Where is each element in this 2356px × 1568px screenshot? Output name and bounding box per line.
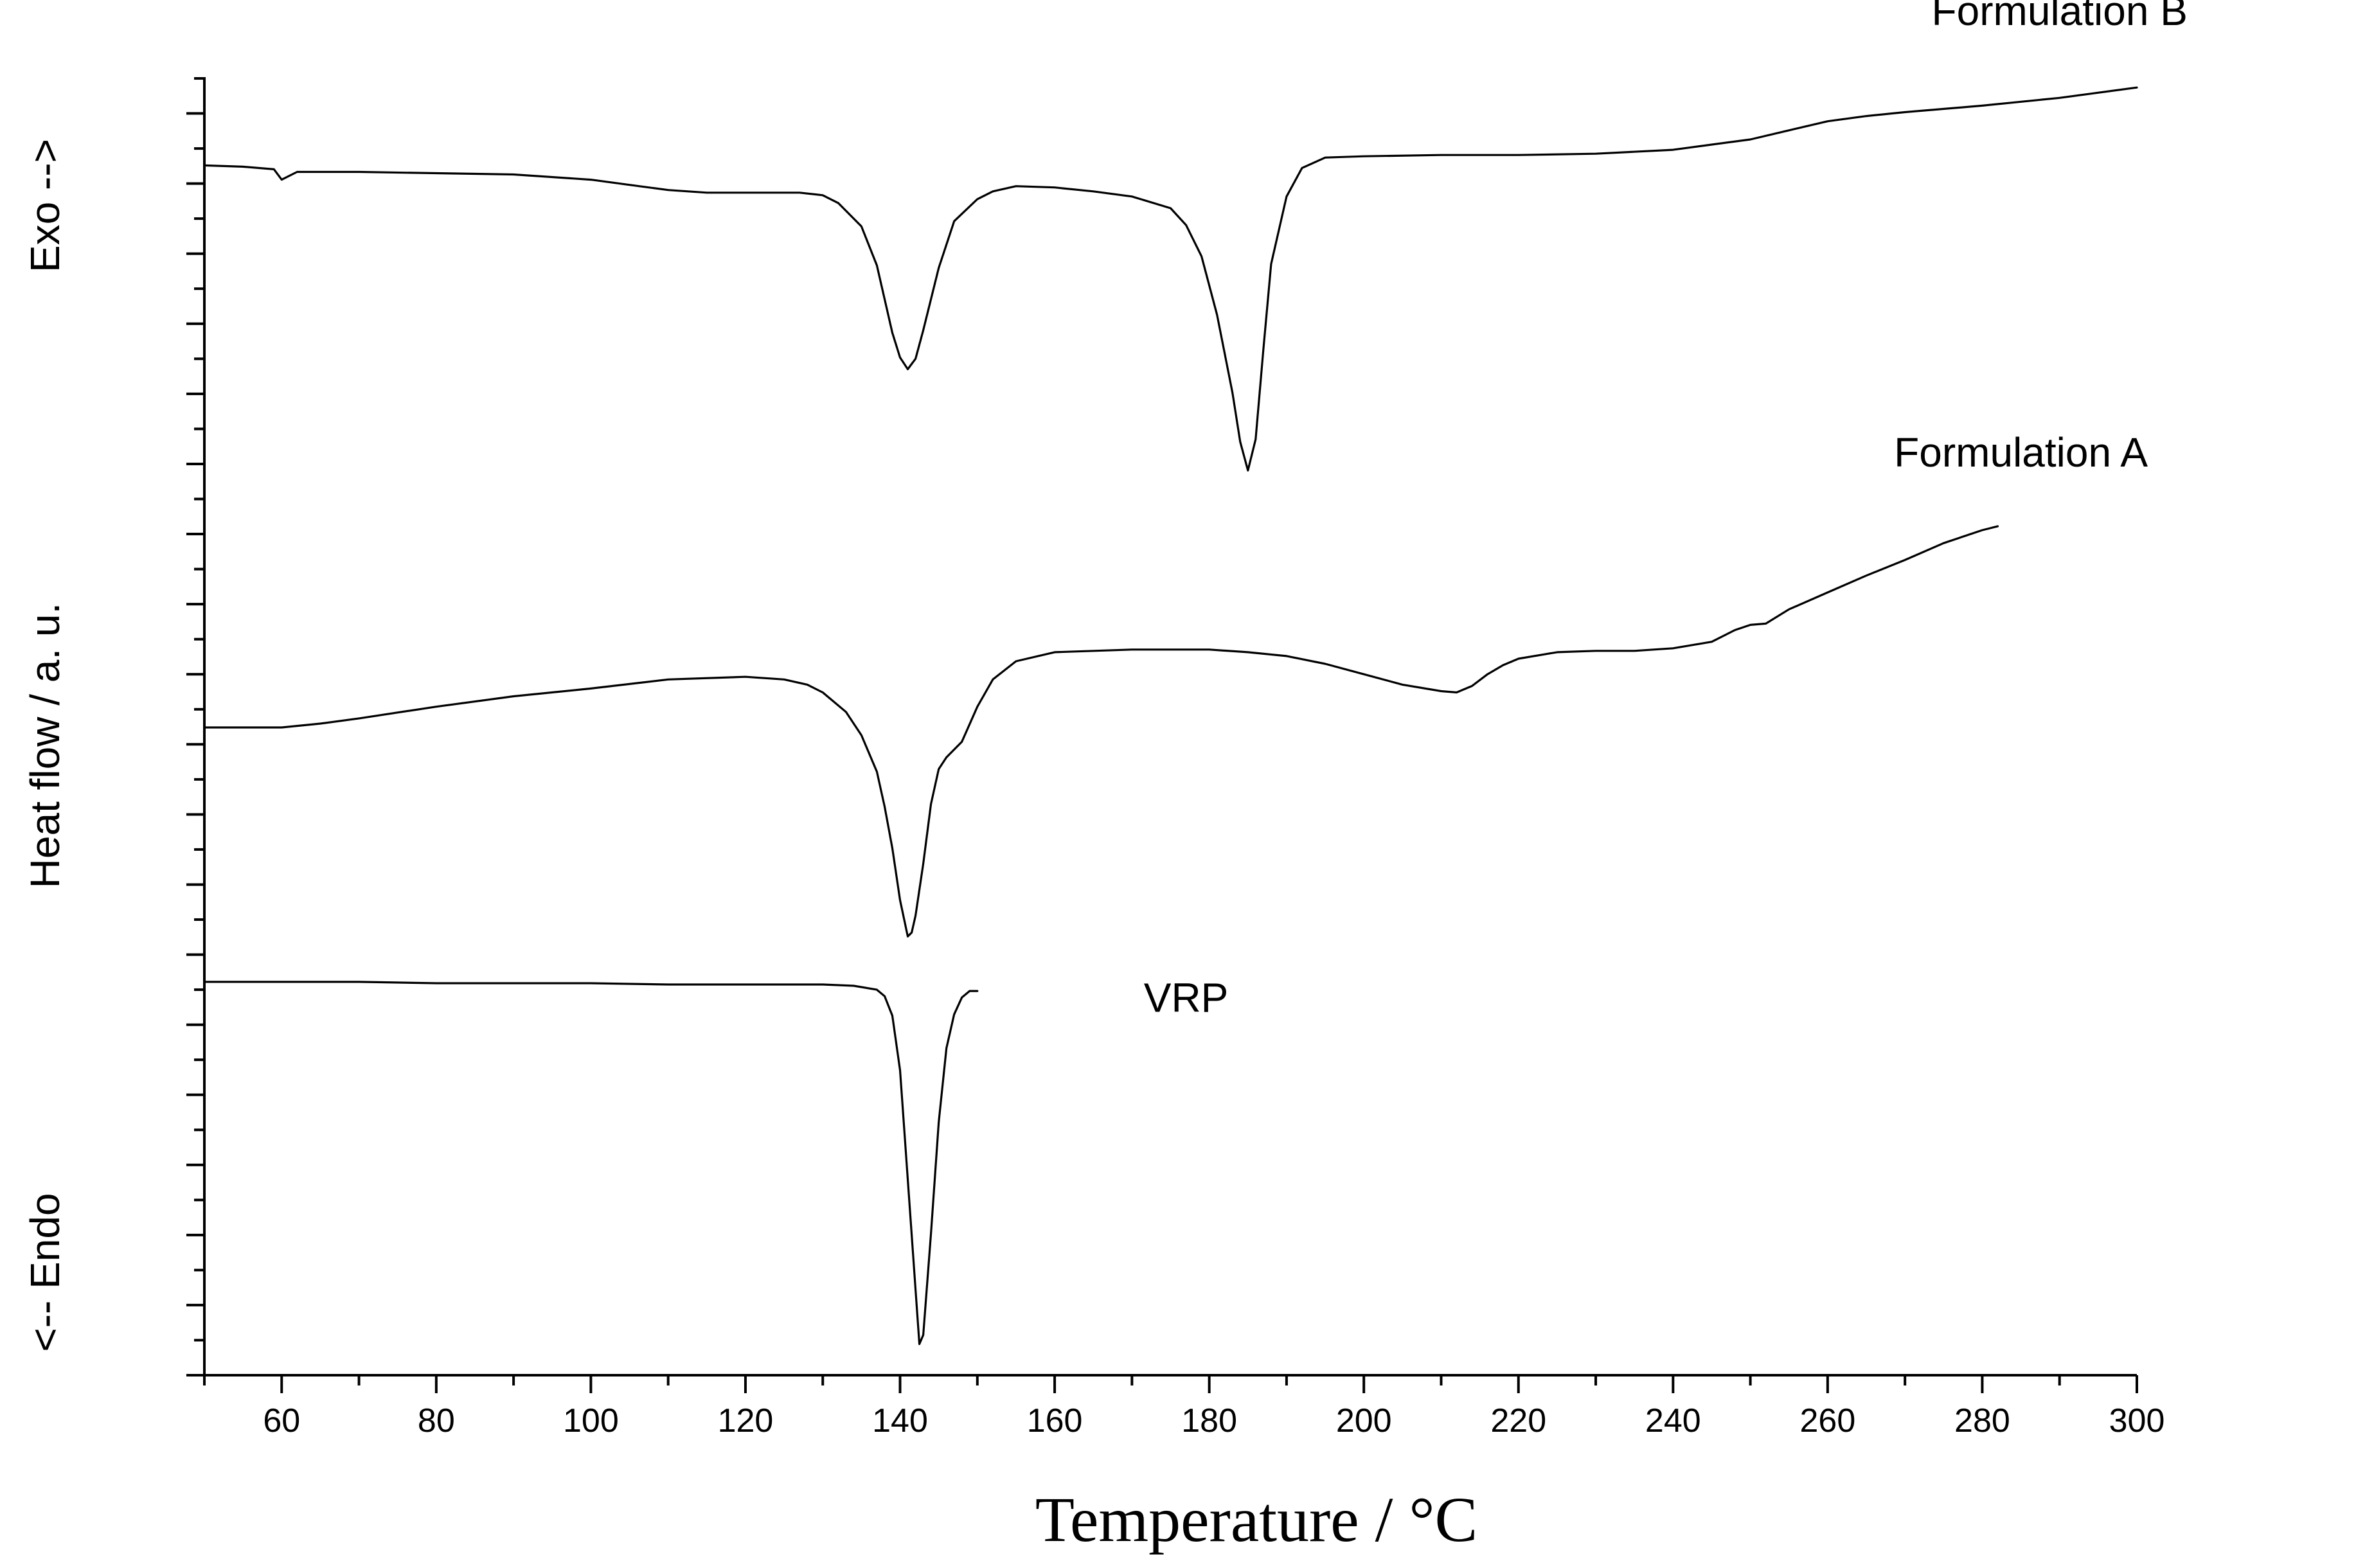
y-ticks: [186, 77, 204, 1376]
axes: [203, 77, 2137, 1376]
y-axis-label-exo: Exo -->: [22, 139, 68, 272]
series-line-formulation-b: [203, 86, 2138, 472]
x-axis-label: Temperature / °C: [1035, 1484, 1477, 1555]
x-tick-label: 300: [2109, 1402, 2165, 1439]
x-tick-label: 180: [1181, 1402, 1237, 1439]
x-tick-label: 280: [1954, 1402, 2010, 1439]
x-tick-label: 100: [563, 1402, 619, 1439]
series-label-formulation-b: Formulation B: [1932, 0, 2188, 34]
series-line-vrp: [203, 981, 979, 1346]
x-tick-label: 160: [1027, 1402, 1083, 1439]
x-ticks: 60 80 100 120 140 160 180 200 220 240 260 280 300: [203, 1375, 2165, 1439]
x-tick-label: 240: [1645, 1402, 1701, 1439]
x-tick-label: 220: [1490, 1402, 1546, 1439]
x-tick-label: 260: [1799, 1402, 1855, 1439]
x-tick-label: 60: [263, 1402, 300, 1439]
series-label-formulation-a: Formulation A: [1894, 429, 2148, 476]
x-tick-label: 200: [1336, 1402, 1392, 1439]
y-axis-label-endo: <-- Endo: [22, 1193, 68, 1351]
series-label-vrp: VRP: [1144, 974, 1229, 1020]
x-tick-label: 120: [718, 1402, 774, 1439]
x-tick-label: 80: [418, 1402, 455, 1439]
series-line-formulation-a: [203, 525, 1999, 938]
series-group: Formulation B Formulation A VRP: [203, 0, 2188, 1346]
y-axis-label: Heat flow / a. u.: [22, 603, 68, 889]
x-tick-label: 140: [872, 1402, 928, 1439]
